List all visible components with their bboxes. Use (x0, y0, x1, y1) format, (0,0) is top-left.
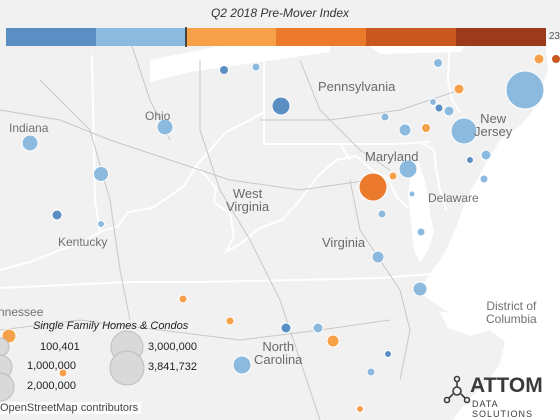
size-legend-value: 2,000,000 (27, 380, 76, 392)
market-bubble[interactable] (358, 172, 388, 202)
market-bubble[interactable] (398, 123, 412, 137)
market-bubble[interactable] (480, 149, 492, 161)
color-scale (6, 27, 546, 47)
market-bubble[interactable] (551, 54, 560, 64)
size-legend-value: 1,000,000 (27, 360, 76, 372)
market-bubble[interactable] (398, 159, 418, 179)
market-bubble[interactable] (156, 118, 174, 136)
label-new-jersey: New Jersey (474, 111, 513, 139)
ocean (420, 40, 560, 420)
market-bubble[interactable] (58, 368, 68, 378)
market-bubble[interactable] (412, 281, 428, 297)
market-bubble[interactable] (219, 65, 229, 75)
color-scale-step-2 (96, 28, 186, 46)
color-scale-step-6 (456, 28, 546, 46)
lake-erie (150, 40, 330, 82)
market-bubbles[interactable] (1, 53, 560, 413)
brand-logo-icon (443, 375, 471, 404)
label-indiana: Indiana (9, 121, 49, 135)
brand-name: ATTOM (470, 374, 543, 397)
label-virginia: Virginia (322, 235, 366, 250)
size-legend-title: Single Family Homes & Condos (33, 320, 189, 332)
label-west-virginia: West Virginia (226, 186, 270, 214)
market-bubble[interactable] (232, 355, 252, 375)
market-bubble[interactable] (384, 350, 392, 358)
market-bubble[interactable] (450, 117, 478, 145)
size-legend-value: 3,841,732 (148, 361, 197, 373)
label-kentucky: Kentucky (58, 235, 108, 249)
legend-title: Q2 2018 Pre-Mover Index (210, 6, 350, 20)
label-north-carolina: North Carolina (254, 339, 303, 367)
market-bubble[interactable] (421, 123, 431, 133)
market-bubble[interactable] (453, 83, 465, 95)
market-bubble[interactable] (251, 62, 261, 72)
label-maryland: Maryland (365, 149, 419, 164)
market-bubble[interactable] (434, 103, 444, 113)
market-bubble[interactable] (429, 98, 437, 106)
size-legend-symbols (0, 330, 145, 402)
size-legend-value: 3,000,000 (148, 341, 197, 353)
market-bubble[interactable] (377, 209, 387, 219)
market-bubble[interactable] (271, 96, 291, 116)
size-symbol-2000000 (0, 372, 15, 402)
market-bubble[interactable] (388, 171, 398, 181)
brand-subtitle: DATA SOLUTIONS (472, 399, 534, 419)
label-delaware: Delaware (428, 191, 479, 205)
label-pennsylvania: Pennsylvania (318, 79, 396, 94)
size-symbol-100401 (0, 337, 10, 357)
market-bubble[interactable] (533, 53, 545, 65)
market-bubble[interactable] (21, 134, 39, 152)
market-bubble[interactable] (466, 156, 474, 164)
market-bubble[interactable] (225, 316, 235, 326)
market-bubble[interactable] (178, 294, 188, 304)
market-bubble[interactable] (93, 166, 109, 182)
market-bubble[interactable] (312, 322, 324, 334)
pamlico-sound (440, 312, 490, 336)
market-bubble[interactable] (408, 190, 416, 198)
market-bubble[interactable] (97, 220, 105, 228)
market-bubble[interactable] (366, 367, 376, 377)
market-bubble[interactable] (326, 334, 340, 348)
chesapeake-bay (408, 160, 434, 262)
market-bubble[interactable] (356, 405, 364, 413)
color-scale-step-1 (6, 28, 96, 46)
state-borders (0, 39, 461, 289)
market-bubble[interactable] (371, 250, 385, 264)
market-bubble[interactable] (280, 322, 292, 334)
size-symbol-3841732 (109, 350, 145, 386)
size-legend-value: 100,401 (40, 341, 80, 353)
color-scale-max-label: 23 (548, 31, 560, 42)
market-bubble[interactable] (479, 174, 489, 184)
market-bubble[interactable] (505, 70, 545, 110)
map-attribution[interactable]: OpenStreetMap contributors (0, 402, 142, 414)
color-scale-step-5 (366, 28, 456, 46)
market-bubble[interactable] (433, 58, 443, 68)
market-bubble[interactable] (416, 227, 426, 237)
label-district-of-columbia: District of Columbia (486, 299, 537, 326)
market-bubble[interactable] (443, 105, 455, 117)
color-scale-step-4 (276, 28, 366, 46)
market-bubble[interactable] (380, 112, 390, 122)
color-scale-step-3 (186, 28, 276, 46)
label-tennessee: nnessee (0, 305, 44, 319)
label-ohio: Ohio (145, 109, 171, 123)
market-bubble[interactable] (51, 209, 63, 221)
